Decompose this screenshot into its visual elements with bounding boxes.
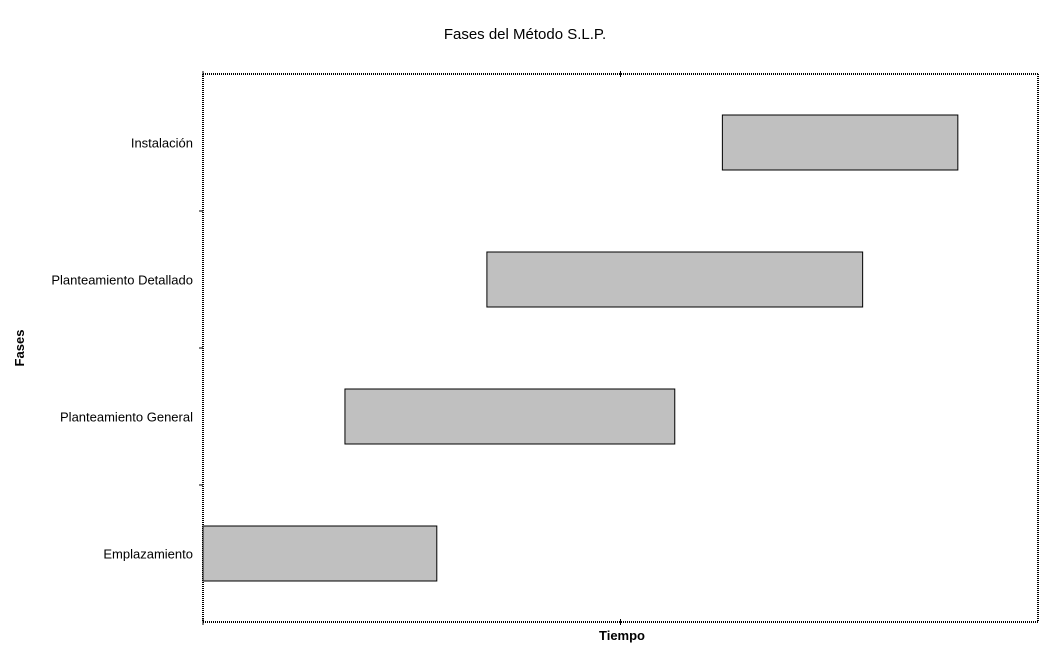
- task-bars: [202, 114, 959, 582]
- task-bar: [344, 388, 676, 445]
- category-label: Planteamiento Detallado: [51, 273, 193, 288]
- category-label: Planteamiento General: [60, 410, 193, 425]
- y-axis-title: Fases: [12, 330, 27, 367]
- x-axis-title: Tiempo: [599, 628, 645, 643]
- x-axis-ticks: [202, 71, 621, 625]
- task-bar: [486, 251, 864, 308]
- task-bar: [202, 525, 438, 582]
- chart-title: Fases del Método S.L.P.: [444, 26, 606, 43]
- category-labels: Emplazamiento Planteamiento General Plante…: [51, 136, 193, 562]
- y-axis-ticks: [199, 210, 203, 486]
- category-label: Emplazamiento: [103, 547, 193, 562]
- task-bar: [721, 114, 959, 171]
- category-label: Instalación: [131, 136, 193, 151]
